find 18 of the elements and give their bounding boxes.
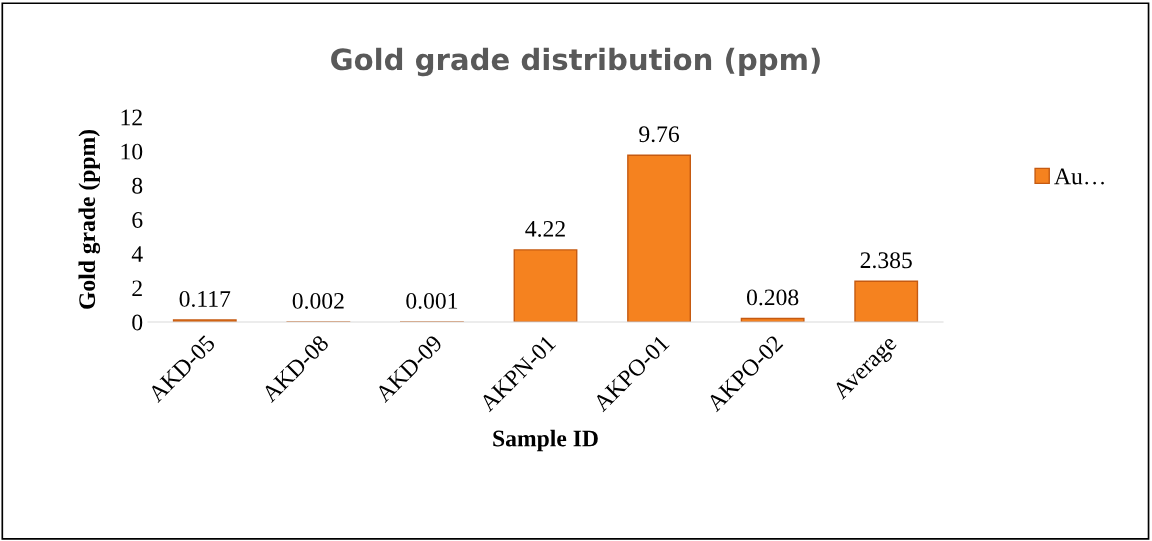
y-tick-label: 8 xyxy=(132,177,143,194)
y-tick-label: 2 xyxy=(132,280,142,297)
data-label: 0.117 xyxy=(179,290,231,307)
y-tick-label: 0 xyxy=(132,314,143,331)
data-label: 9.76 xyxy=(639,126,680,143)
data-label: 0.208 xyxy=(746,289,799,306)
data-label: 4.22 xyxy=(525,220,565,237)
y-axis-title: Gold grade (ppm) xyxy=(78,130,101,309)
y-tick-label: 10 xyxy=(121,143,143,160)
chart-title: Gold grade distribution (ppm) xyxy=(331,47,820,77)
y-tick-label: 12 xyxy=(121,109,142,126)
y-tick-label: 6 xyxy=(132,212,143,228)
data-label: 0.002 xyxy=(292,292,344,309)
legend-label: Au… xyxy=(1054,168,1104,185)
y-tick-label: 4 xyxy=(131,246,143,262)
data-label: 0.001 xyxy=(406,292,458,309)
x-axis-title: Sample ID xyxy=(493,429,598,452)
data-label: 2.385 xyxy=(860,252,912,269)
